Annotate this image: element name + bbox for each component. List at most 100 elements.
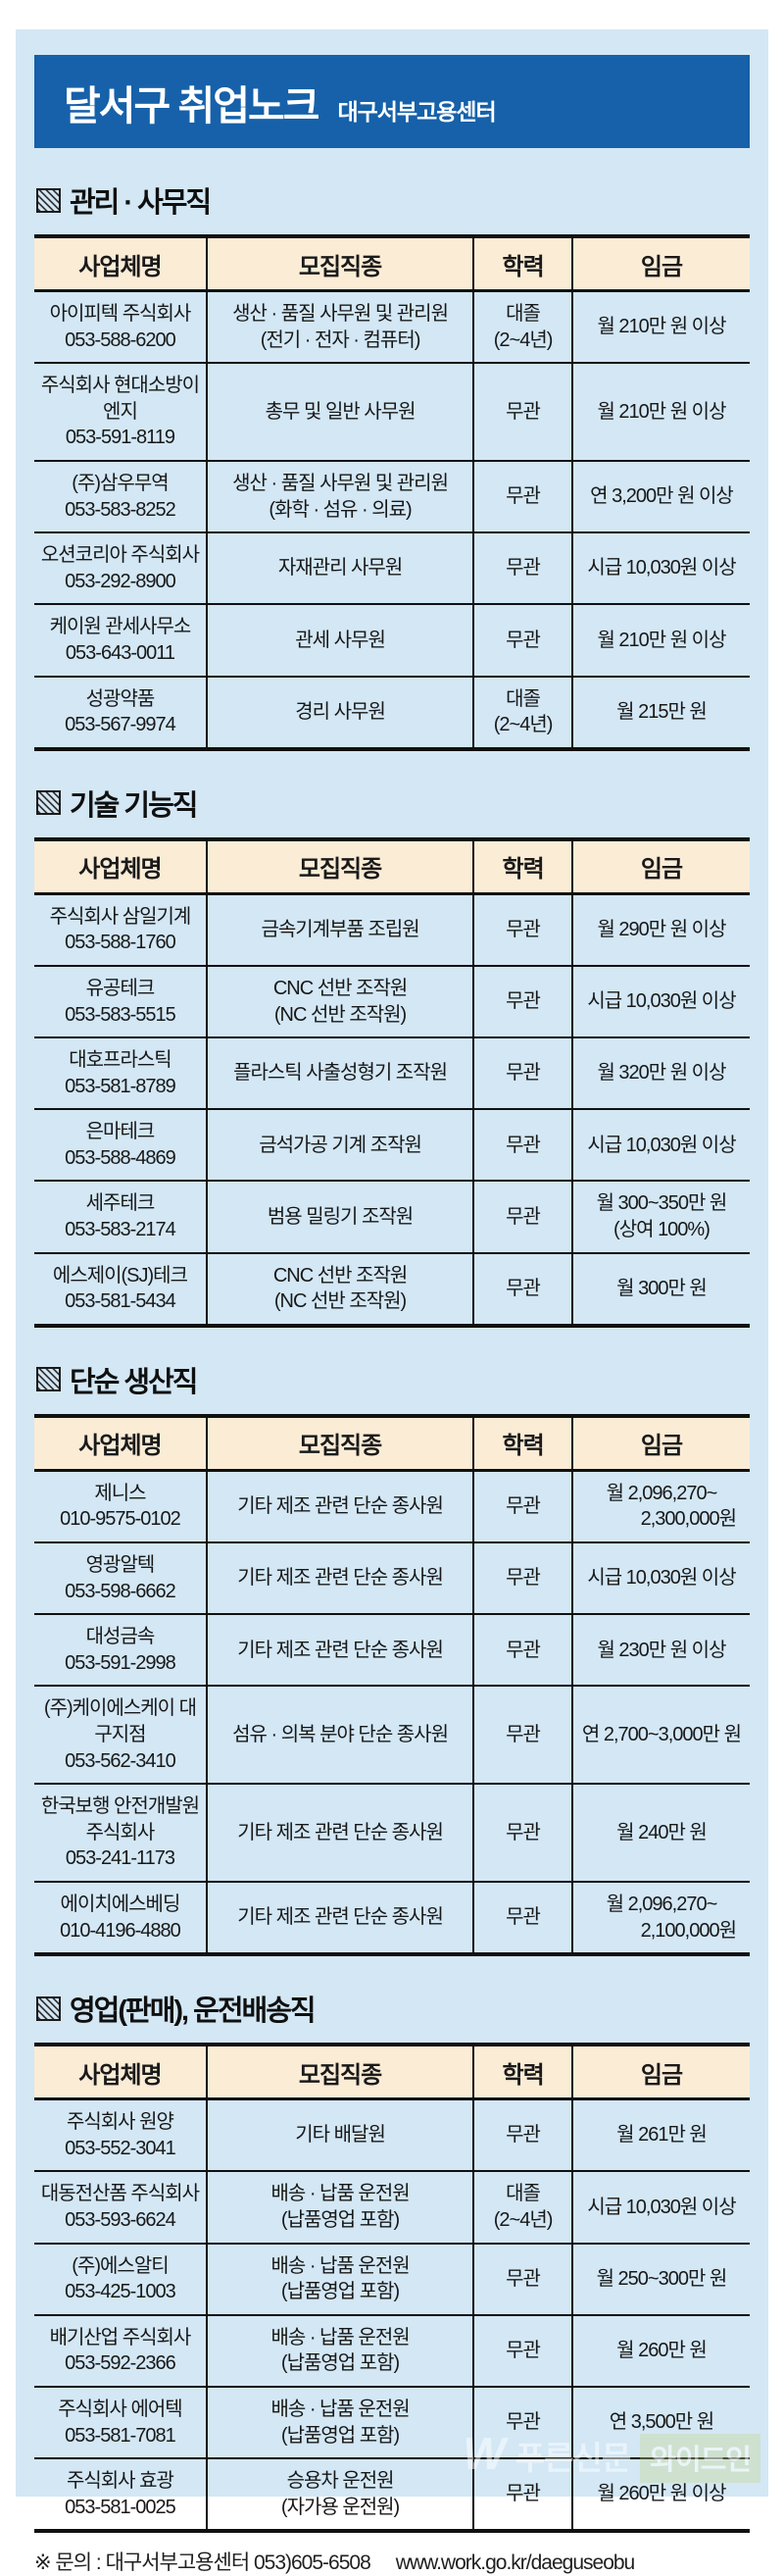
company-phone: 053-583-5515 — [65, 1003, 176, 1026]
job-title: 생산 · 품질 사무원 및 관리원 — [232, 303, 449, 325]
column-header-company: 사업체명 — [34, 236, 207, 292]
company-name: 에이치에스베딩 — [60, 1893, 181, 1915]
cell-education: 무관 — [472, 964, 572, 1038]
cell-job: 배송 · 납품 운전원 (납품영업 포함) — [205, 2313, 474, 2387]
job-title: 범용 밀링기 조작원 — [267, 1205, 414, 1228]
cell-wage: 월 261만 원 — [570, 2098, 750, 2172]
cell-wage: 월 260만 원 — [570, 2313, 750, 2387]
education-note: (2~4년) — [493, 714, 554, 736]
cell-wage: 월 300만 원 — [570, 1251, 750, 1326]
company-name: 배기산업 주식회사 — [49, 2326, 192, 2349]
cell-education: 무관 — [472, 2313, 572, 2387]
wage: 월 210만 원 이상 — [597, 629, 726, 651]
job-note: (NC 선반 조작원) — [273, 1003, 407, 1026]
job-title: 배송 · 납품 운전원 — [270, 2183, 410, 2205]
education: 무관 — [506, 2483, 541, 2505]
education: 무관 — [506, 2124, 541, 2147]
table-row: 주식회사 원양 053-552-3041 기타 배달원 무관 월 261만 원 — [34, 2098, 750, 2172]
company-name: 영광알텍 — [85, 1554, 156, 1577]
section-heading-production: 단순 생산직 — [36, 1359, 750, 1400]
cell-job: CNC 선반 조작원 (NC 선반 조작원) — [205, 1251, 474, 1326]
wage: 월 250~300만 원 — [596, 2267, 728, 2290]
company-name: 케이원 관세사무소 — [49, 616, 192, 638]
cell-job: 배송 · 납품 운전원 (납품영업 포함) — [205, 2170, 474, 2244]
column-header-wage: 임금 — [570, 838, 750, 895]
jobs-table-sales-delivery: 사업체명 모집직종 학력 임금 주식회사 원양 053-552-3041 기타 배… — [34, 2043, 750, 2534]
company-phone: 053-583-8252 — [65, 498, 176, 521]
table-row: 에스제이(SJ)테크 053-581-5434 CNC 선반 조작원 (NC 선반 … — [34, 1251, 750, 1326]
cell-education: 무관 — [472, 2385, 572, 2459]
job-title: 기타 제조 관련 단순 종사원 — [237, 1906, 444, 1929]
company-phone: 053-588-1760 — [65, 932, 176, 954]
table-header-row: 사업체명 모집직종 학력 임금 — [34, 2045, 750, 2101]
cell-company: 제니스 010-9575-0102 — [34, 1470, 207, 1542]
cell-wage: 연 3,200만 원 이상 — [570, 459, 750, 533]
job-title: 금속기계부품 조립원 — [261, 919, 419, 941]
footer-url[interactable]: www.work.go.kr/daeguseobu — [395, 2551, 635, 2575]
section-heading-sales-delivery: 영업(판매), 운전배송직 — [36, 1988, 750, 2029]
company-phone: 053-552-3041 — [65, 2137, 176, 2159]
company-phone: 053-581-7081 — [65, 2424, 176, 2447]
jobs-table-office: 사업체명 모집직종 학력 임금 아이피텍 주식회사 053-588-6200 생산… — [34, 234, 750, 751]
table-row: (주)에스알티 053-425-1003 배송 · 납품 운전원 (납품영업 포함)… — [34, 2242, 750, 2315]
cell-education: 무관 — [472, 1880, 572, 1955]
company-phone: 053-581-0025 — [65, 2496, 176, 2518]
cell-job: 범용 밀링기 조작원 — [205, 1180, 474, 1253]
cell-company: 아이피텍 주식회사 053-588-6200 — [34, 291, 207, 364]
cell-company: 주식회사 현대소방이엔지 053-591-8119 — [34, 362, 207, 461]
column-header-job: 모집직종 — [205, 1415, 474, 1472]
table-row: 제니스 010-9575-0102 기타 제조 관련 단순 종사원 무관 월 2,… — [34, 1470, 750, 1543]
wage-amount-2: 2,100,000원 — [640, 1919, 737, 1942]
wage: 시급 10,030원 이상 — [587, 1567, 736, 1590]
education-note: (2~4년) — [493, 2208, 554, 2231]
wage: 월 260만 원 — [616, 2340, 708, 2362]
cell-wage: 시급 10,030원 이상 — [570, 1541, 750, 1615]
education: 무관 — [506, 557, 541, 580]
wage: 시급 10,030원 이상 — [587, 1134, 736, 1156]
wage: 월 260만 원 이상 — [597, 2483, 726, 2505]
cell-job: 승용차 운전원 (자가용 운전원) — [205, 2457, 474, 2532]
cell-company: 대성금속 053-591-2998 — [34, 1613, 207, 1687]
job-title: 관세 사무원 — [295, 629, 386, 651]
cell-wage: 월 2,096,270~ 2,100,000원 — [570, 1880, 750, 1955]
cell-job: 생산 · 품질 사무원 및 관리원 (화학 · 섬유 · 의료) — [205, 459, 474, 533]
education: 무관 — [506, 1277, 541, 1299]
cell-wage: 월 240만 원 — [570, 1783, 750, 1882]
company-name: 아이피텍 주식회사 — [49, 303, 192, 325]
table-row: 대성금속 053-591-2998 기타 제조 관련 단순 종사원 무관 월 23… — [34, 1613, 750, 1687]
cell-company: 영광알텍 053-598-6662 — [34, 1541, 207, 1615]
company-name: 대성금속 — [85, 1626, 156, 1648]
column-header-company: 사업체명 — [34, 1415, 207, 1472]
hatch-icon — [36, 187, 61, 213]
column-header-education: 학력 — [472, 236, 572, 292]
cell-company: 주식회사 삼일기계 053-588-1760 — [34, 893, 207, 966]
job-title: 섬유 · 의복 분야 단순 종사원 — [232, 1724, 449, 1745]
cell-company: 성광약품 053-567-9974 — [34, 675, 207, 749]
cell-job: 총무 및 일반 사무원 — [205, 362, 474, 461]
table-row: (주)케이에스케이 대구지점 053-562-3410 섬유 · 의복 분야 단순… — [34, 1685, 750, 1785]
company-name: (주)에스알티 — [72, 2254, 169, 2277]
company-name: 한국보행 안전개발원 주식회사 — [40, 1795, 200, 1844]
job-title: CNC 선반 조작원 — [272, 977, 408, 999]
company-phone: 053-643-0011 — [65, 641, 175, 664]
cell-company: (주)에스알티 053-425-1003 — [34, 2242, 207, 2315]
cell-company: 케이원 관세사무소 053-643-0011 — [34, 603, 207, 677]
cell-education: 대졸 (2~4년) — [472, 2170, 572, 2244]
cell-education: 무관 — [472, 1470, 572, 1543]
footer-note: ※ 문의 : 대구서부고용센터 053)605-6508 — [34, 2551, 371, 2575]
cell-wage: 월 210만 원 이상 — [570, 362, 750, 461]
jobs-table-production: 사업체명 모집직종 학력 임금 제니스 010-9575-0102 기타 제조 관… — [34, 1413, 750, 1957]
table-header-row: 사업체명 모집직종 학력 임금 — [34, 1415, 750, 1472]
education: 무관 — [506, 1062, 541, 1085]
cell-job: 기타 제조 관련 단순 종사원 — [205, 1880, 474, 1955]
company-phone: 053-562-3410 — [65, 1749, 176, 1772]
wage: 월 261만 원 — [616, 2124, 708, 2147]
education: 무관 — [506, 2267, 541, 2290]
table-header-row: 사업체명 모집직종 학력 임금 — [34, 838, 750, 895]
section-title: 관리 · 사무직 — [70, 187, 212, 219]
education: 무관 — [506, 1906, 541, 1929]
cell-wage: 월 260만 원 이상 — [570, 2457, 750, 2532]
cell-company: 유공테크 053-583-5515 — [34, 964, 207, 1038]
education: 대졸 — [506, 2183, 541, 2205]
company-phone: 053-598-6662 — [65, 1580, 176, 1602]
